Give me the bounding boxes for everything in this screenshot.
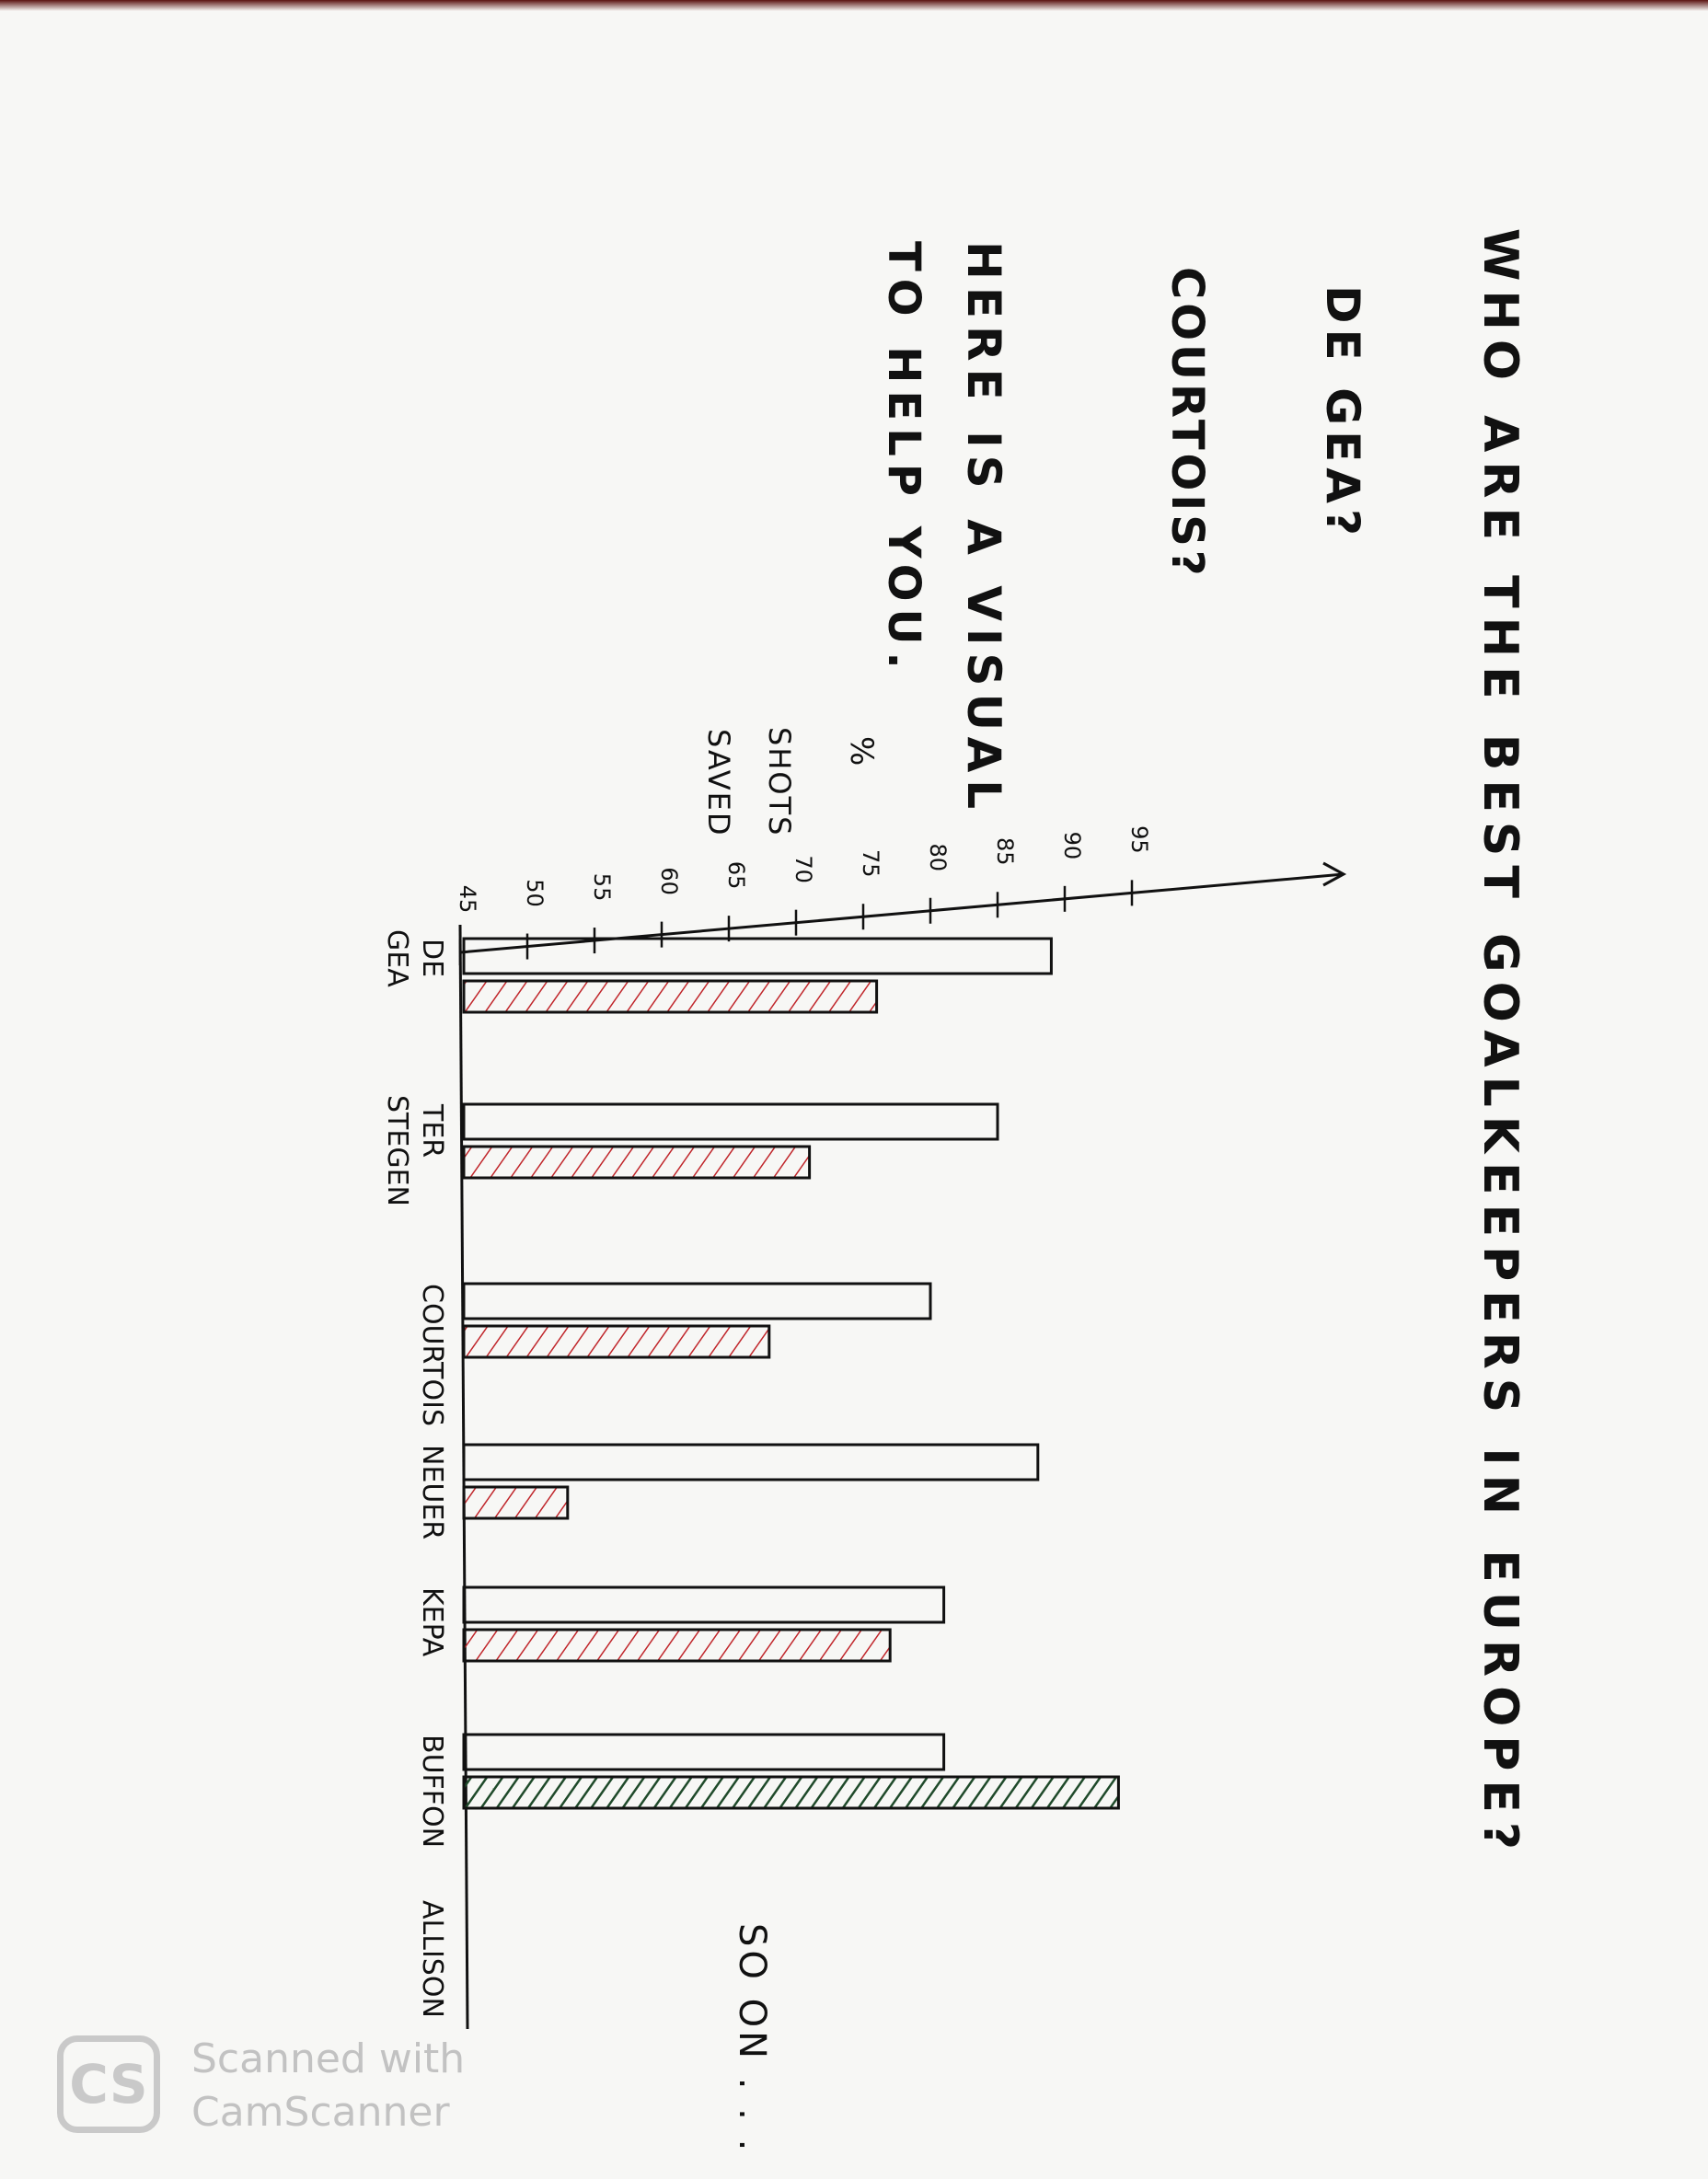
- bar-hatched: [462, 1324, 771, 1359]
- tick-label: 45: [455, 885, 480, 914]
- bar-hatched: [462, 1145, 812, 1180]
- tick-label: 55: [589, 873, 615, 902]
- category-label: COURTOIS: [416, 1284, 448, 1426]
- watermark-line-1: Scanned with: [191, 2035, 466, 2082]
- bar-hatched: [462, 1485, 570, 1520]
- bar-hatched: [462, 979, 879, 1014]
- category-label-line2: STEGEN: [381, 1095, 413, 1206]
- bar-outline: [462, 1733, 946, 1771]
- tick-label: 85: [992, 837, 1018, 866]
- category-label: NEUER: [416, 1445, 448, 1539]
- bar-hatched: [462, 1775, 1120, 1810]
- tick-label: 50: [522, 879, 548, 907]
- tick-label: 75: [858, 849, 883, 878]
- bar-outline: [462, 1443, 1040, 1481]
- category-label: KEPA: [416, 1587, 448, 1657]
- tick-label: 70: [791, 855, 816, 883]
- tick-label: 60: [656, 867, 682, 895]
- watermark-line-2: CamScanner: [191, 2089, 450, 2136]
- bar-outline: [462, 1585, 946, 1624]
- category-label: TER: [416, 1103, 448, 1158]
- bar-outline: [462, 1282, 932, 1320]
- category-label: ALLISON: [416, 1900, 448, 2018]
- camscanner-watermark: CS Scanned with CamScanner: [57, 2032, 480, 2142]
- tick-label: 80: [925, 843, 951, 871]
- tick-label: 65: [723, 861, 749, 890]
- bar-outline: [462, 1102, 999, 1141]
- value-axis-arrow: [1322, 861, 1347, 887]
- bar-hatched: [462, 1628, 892, 1663]
- tick-label: 95: [1126, 825, 1152, 854]
- category-label-line2: GEA: [381, 929, 413, 987]
- bar-outline: [462, 937, 1053, 975]
- camscanner-logo: CS: [57, 2035, 160, 2133]
- tick-label: 90: [1059, 832, 1085, 860]
- paper-top-edge: [0, 0, 1708, 11]
- category-label: DE: [416, 939, 448, 977]
- category-label: BUFFON: [416, 1735, 448, 1848]
